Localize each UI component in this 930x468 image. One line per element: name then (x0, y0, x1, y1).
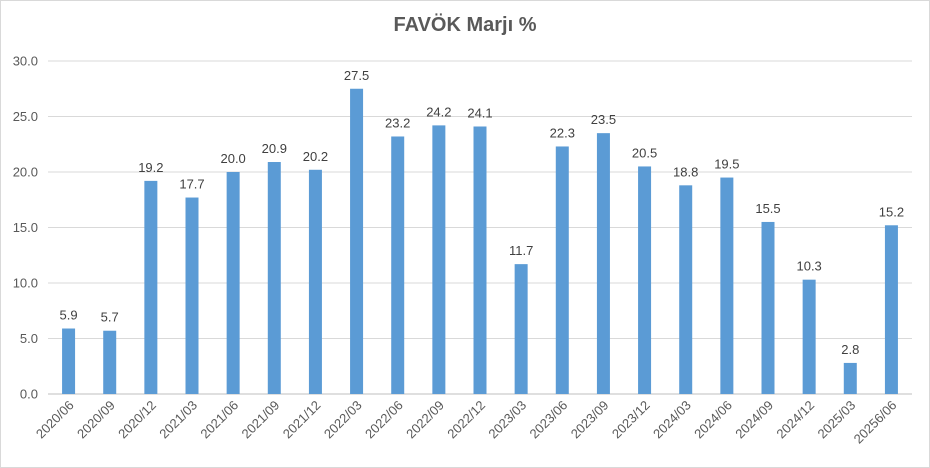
bar (638, 166, 652, 394)
bar (185, 197, 199, 394)
y-tick-label: 20.0 (13, 165, 38, 180)
y-tick-label: 15.0 (13, 220, 38, 235)
chart-title: FAVÖK Marjı % (393, 14, 537, 36)
x-tick-label: 2023/12 (609, 398, 653, 442)
data-label: 2.8 (841, 342, 859, 357)
bar (144, 180, 158, 394)
data-label: 5.7 (101, 310, 119, 325)
data-label: 17.7 (179, 177, 204, 192)
y-tick-label: 30.0 (13, 54, 38, 69)
x-tick-label: 2022/09 (403, 398, 447, 442)
bar (843, 362, 857, 394)
x-tick-label: 2021/09 (239, 398, 283, 442)
x-tick-label: 2023/06 (527, 398, 571, 442)
x-axis-ticks: 2020/062020/092020/122021/032021/062021/… (33, 398, 900, 447)
y-tick-label: 10.0 (13, 276, 38, 291)
data-label: 5.9 (60, 308, 78, 323)
data-label: 11.7 (509, 243, 533, 258)
x-tick-label: 2024/03 (650, 398, 694, 442)
x-tick-label: 2022/06 (362, 398, 406, 442)
bar (62, 328, 76, 394)
x-tick-label: 2024/09 (732, 398, 776, 442)
data-label: 23.5 (591, 112, 616, 127)
x-tick-label: 20256/06 (851, 398, 900, 447)
bar (308, 169, 322, 394)
bar (103, 330, 117, 394)
y-axis-ticks: 0.0 5.0 10.0 15.0 20.0 25.0 30.0 (13, 54, 38, 402)
bar (720, 177, 734, 394)
bar (802, 279, 816, 394)
data-labels: 5.9 5.7 19.2 17.7 20.0 20.9 20.2 27.5 23.2 24.2 24… (60, 68, 905, 357)
bar (555, 146, 569, 394)
y-tick-label: 5.0 (20, 331, 38, 346)
data-label: 24.1 (467, 105, 492, 120)
bar (514, 264, 528, 394)
x-tick-label: 2024/12 (773, 398, 817, 442)
x-tick-label: 2022/12 (444, 398, 488, 442)
bar (391, 136, 405, 395)
bars (62, 88, 898, 395)
bar (226, 172, 240, 394)
x-tick-label: 2020/12 (115, 398, 159, 442)
x-tick-label: 2023/09 (568, 398, 612, 442)
data-label: 20.5 (632, 145, 657, 160)
bar (350, 88, 364, 394)
bar (884, 225, 898, 394)
bar (267, 162, 281, 394)
bar (596, 133, 610, 394)
data-label: 22.3 (550, 125, 575, 140)
x-tick-label: 2021/12 (280, 398, 324, 442)
data-label: 20.0 (220, 151, 245, 166)
data-label: 18.8 (673, 164, 698, 179)
data-label: 24.2 (426, 104, 451, 119)
data-label: 20.9 (262, 141, 287, 156)
y-tick-label: 25.0 (13, 109, 38, 124)
x-tick-label: 2020/09 (74, 398, 118, 442)
y-tick-label: 0.0 (20, 387, 38, 402)
data-label: 23.2 (385, 115, 410, 130)
data-label: 15.2 (879, 204, 904, 219)
bar (432, 125, 446, 394)
data-label: 19.2 (138, 160, 163, 175)
x-tick-label: 2024/06 (691, 398, 735, 442)
data-label: 27.5 (344, 68, 369, 83)
x-tick-label: 2021/06 (197, 398, 241, 442)
bar (473, 126, 487, 395)
x-tick-label: 2020/06 (33, 398, 77, 442)
data-label: 15.5 (755, 201, 780, 216)
data-label: 19.5 (714, 157, 739, 172)
data-label: 10.3 (796, 259, 821, 274)
data-label: 20.2 (303, 149, 328, 164)
x-tick-label: 2022/03 (321, 398, 365, 442)
bar (679, 185, 693, 394)
bar (761, 221, 775, 394)
x-tick-label: 2021/03 (156, 398, 200, 442)
x-tick-label: 2023/03 (485, 398, 529, 442)
